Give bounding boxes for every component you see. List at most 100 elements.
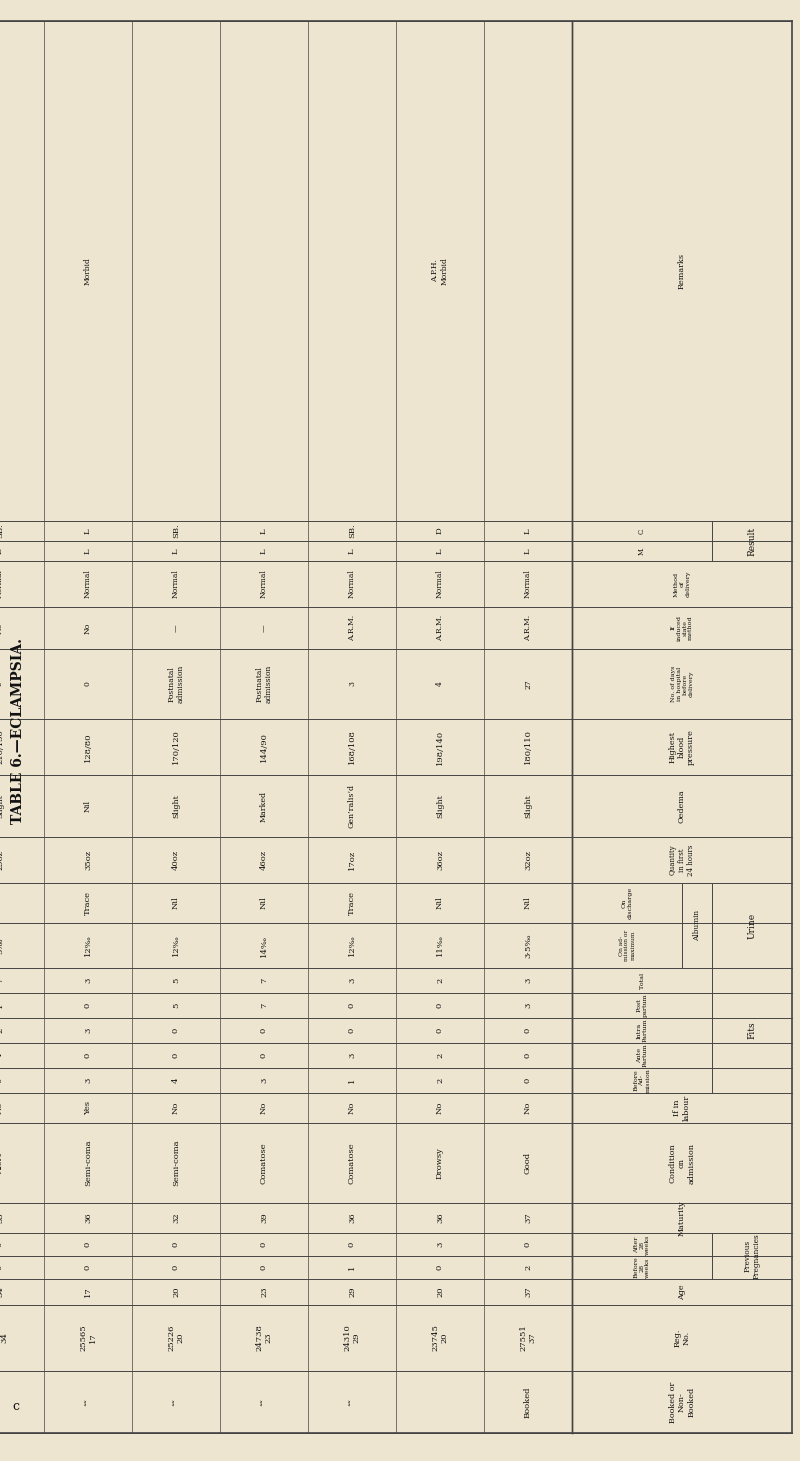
Text: 4: 4 [436, 682, 444, 687]
Text: ““: ““ [348, 1398, 356, 1405]
Text: 144/90: 144/90 [260, 732, 268, 763]
Text: 12‰: 12‰ [348, 935, 356, 957]
Text: 5: 5 [172, 977, 180, 983]
Text: M.: M. [638, 546, 646, 555]
Text: 5: 5 [172, 1002, 180, 1008]
Text: 12‰: 12‰ [172, 935, 180, 957]
Text: D: D [0, 548, 4, 554]
Text: 20: 20 [436, 1287, 444, 1297]
Text: 0: 0 [84, 1265, 92, 1270]
Text: Slight: Slight [0, 795, 4, 818]
Text: Age: Age [678, 1284, 686, 1300]
Text: 210/130: 210/130 [0, 729, 4, 764]
Text: 25838
34: 25838 34 [0, 1325, 9, 1351]
Text: A.R.M.: A.R.M. [348, 615, 356, 641]
Text: No. of days
in hospital
before
delivery: No. of days in hospital before delivery [670, 666, 693, 703]
Text: 36: 36 [348, 1213, 356, 1223]
Text: 0: 0 [260, 1029, 268, 1033]
Text: Good: Good [524, 1151, 532, 1175]
Text: ““: ““ [84, 1398, 92, 1405]
Text: Nil: Nil [260, 897, 268, 909]
Text: Gen’ralis’d: Gen’ralis’d [348, 785, 356, 828]
Text: L: L [172, 548, 180, 554]
Text: 0: 0 [436, 1265, 444, 1270]
Text: TABLE 6.—ECLAMPSIA.: TABLE 6.—ECLAMPSIA. [11, 638, 25, 824]
Text: Nil: Nil [524, 897, 532, 909]
Text: Method
of
delivery: Method of delivery [674, 571, 690, 598]
Text: Drowsy: Drowsy [436, 1147, 444, 1179]
Text: Nil: Nil [172, 897, 180, 909]
Text: Normal: Normal [524, 570, 532, 599]
Text: Reg.
No.: Reg. No. [674, 1330, 690, 1347]
Text: 36oz: 36oz [436, 850, 444, 869]
Text: L: L [524, 529, 532, 533]
Text: 23: 23 [260, 1287, 268, 1297]
Text: No: No [524, 1102, 532, 1115]
Text: 25226
20: 25226 20 [167, 1325, 185, 1351]
Text: 29: 29 [348, 1287, 356, 1297]
Text: On ad-
mission or
maximum: On ad- mission or maximum [618, 929, 635, 961]
Text: c: c [12, 1400, 19, 1413]
Text: Nil: Nil [84, 801, 92, 812]
Text: 32: 32 [172, 1213, 180, 1223]
Text: Oedema: Oedema [678, 789, 686, 823]
Text: Normal: Normal [84, 570, 92, 599]
Text: Result: Result [747, 526, 757, 555]
Text: —: — [260, 624, 268, 631]
Text: 0: 0 [0, 1242, 4, 1248]
Text: SB.: SB. [172, 523, 180, 538]
Text: 27: 27 [524, 679, 532, 690]
Text: Normal: Normal [436, 570, 444, 599]
Text: 23745
20: 23745 20 [431, 1325, 449, 1351]
Text: SB.: SB. [0, 523, 4, 538]
Text: 0: 0 [348, 1029, 356, 1033]
Text: Fits: Fits [747, 1021, 757, 1039]
Text: 1: 1 [348, 1078, 356, 1083]
Text: Remarks: Remarks [678, 253, 686, 289]
Text: Normal: Normal [172, 570, 180, 599]
Text: No: No [84, 622, 92, 634]
Text: 0: 0 [84, 682, 92, 687]
Text: Alert: Alert [0, 1153, 4, 1173]
Text: 0: 0 [348, 1242, 356, 1248]
Text: 0: 0 [0, 1265, 4, 1270]
Text: 128/80: 128/80 [84, 732, 92, 761]
Text: 0: 0 [84, 1242, 92, 1248]
Text: 37: 37 [524, 1213, 532, 1223]
Text: 9: 9 [0, 682, 4, 687]
Text: Morbid: Morbid [84, 257, 92, 285]
Text: 37: 37 [524, 1287, 532, 1297]
Text: Marked: Marked [260, 790, 268, 821]
Text: 3: 3 [84, 1078, 92, 1083]
Text: Normal: Normal [260, 570, 268, 599]
Text: 2: 2 [0, 1029, 4, 1033]
Text: 3: 3 [84, 977, 92, 983]
Text: 0: 0 [524, 1242, 532, 1248]
Text: 3: 3 [436, 1242, 444, 1248]
Text: 0: 0 [172, 1053, 180, 1058]
Text: Before
28
weeks: Before 28 weeks [634, 1256, 650, 1278]
Text: Booked: Booked [524, 1386, 532, 1417]
Text: 32oz: 32oz [524, 850, 532, 869]
Text: Slight: Slight [172, 795, 180, 818]
Text: Semi-coma: Semi-coma [84, 1140, 92, 1186]
Text: 0: 0 [260, 1265, 268, 1270]
Text: 0: 0 [172, 1029, 180, 1033]
Text: D: D [436, 527, 444, 535]
Text: 0: 0 [172, 1265, 180, 1270]
Text: On
discharge: On discharge [622, 887, 632, 919]
Text: Ante
Partum: Ante Partum [637, 1043, 647, 1068]
Text: Albumin: Albumin [693, 910, 701, 941]
Text: 14‰: 14‰ [260, 935, 268, 957]
Text: No: No [348, 1102, 356, 1115]
Text: Booked or
Non-
Booked: Booked or Non- Booked [669, 1381, 695, 1423]
Text: 2: 2 [436, 1053, 444, 1058]
Text: 39: 39 [260, 1213, 268, 1223]
Text: 40oz: 40oz [172, 850, 180, 871]
Text: 3: 3 [348, 681, 356, 687]
Text: 7: 7 [260, 977, 268, 983]
Text: If in
labour: If in labour [674, 1094, 690, 1121]
Text: 11‰: 11‰ [436, 935, 444, 957]
Text: 4: 4 [172, 1078, 180, 1083]
Text: Previous
Pregnancies: Previous Pregnancies [743, 1233, 761, 1278]
